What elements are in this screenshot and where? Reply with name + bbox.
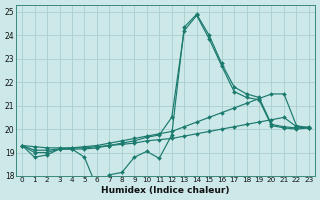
X-axis label: Humidex (Indice chaleur): Humidex (Indice chaleur) bbox=[101, 186, 230, 195]
